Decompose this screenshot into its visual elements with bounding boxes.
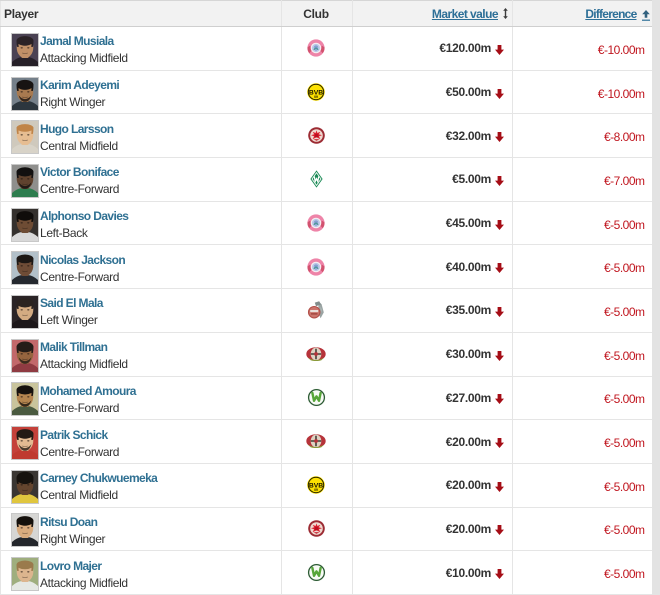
svg-text:09: 09 (314, 488, 318, 492)
svg-text:BVB: BVB (309, 89, 323, 96)
svg-text:09: 09 (314, 95, 318, 99)
svg-text:BVB: BVB (309, 482, 323, 489)
